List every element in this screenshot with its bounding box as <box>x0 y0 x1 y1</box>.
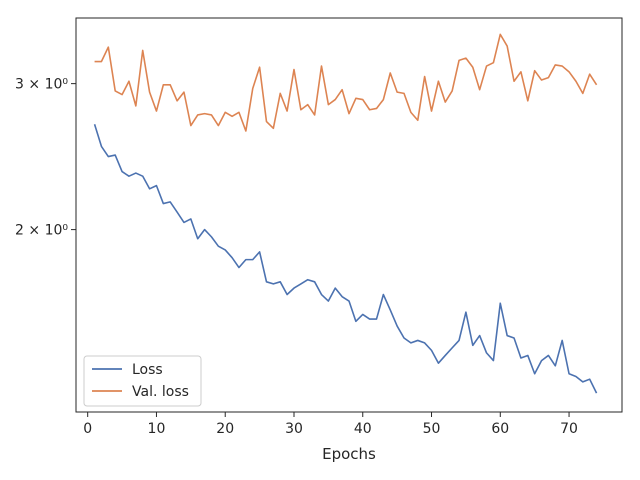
series-line-val-loss <box>94 33 598 132</box>
plot-frame <box>75 17 623 413</box>
legend: Loss Val. loss <box>83 355 202 407</box>
plot-content <box>93 33 598 394</box>
y-tick-label: 3 × 10⁰ <box>15 77 68 93</box>
x-tick-label: 0 <box>83 421 92 437</box>
series-line-loss <box>93 124 598 394</box>
x-tick-label: 70 <box>560 421 578 437</box>
y-axis: 2 × 10⁰ 3 × 10⁰ <box>15 77 76 239</box>
legend-label-val-loss: Val. loss <box>132 384 189 400</box>
y-tick-label: 2 × 10⁰ <box>15 223 68 239</box>
x-tick-label: 30 <box>285 421 303 437</box>
x-tick-label: 60 <box>491 421 509 437</box>
legend-label-loss: Loss <box>132 362 163 378</box>
x-axis-label: Epochs <box>322 445 376 463</box>
x-axis: 0 10 20 30 40 50 60 70 <box>83 412 578 437</box>
x-tick-label: 50 <box>423 421 441 437</box>
x-tick-label: 10 <box>148 421 166 437</box>
x-tick-label: 20 <box>216 421 234 437</box>
x-tick-label: 40 <box>354 421 372 437</box>
